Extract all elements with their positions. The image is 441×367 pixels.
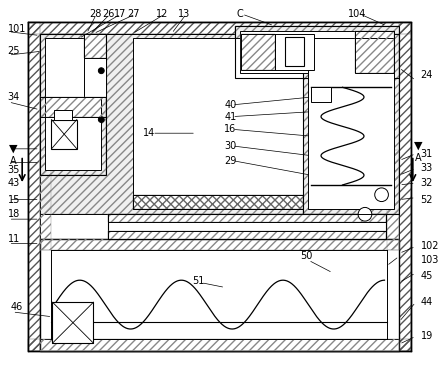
Bar — [45, 39, 101, 170]
Bar — [40, 97, 106, 117]
Text: 26: 26 — [102, 9, 114, 19]
Text: 45: 45 — [421, 271, 433, 281]
Circle shape — [98, 117, 104, 123]
Text: 28: 28 — [89, 9, 101, 19]
Text: 19: 19 — [421, 331, 433, 341]
Text: 27: 27 — [127, 9, 140, 19]
Text: 18: 18 — [7, 209, 20, 219]
Text: 25: 25 — [7, 46, 20, 56]
Text: A: A — [10, 156, 17, 166]
Bar — [235, 26, 399, 77]
Text: 40: 40 — [224, 100, 236, 110]
Text: 17: 17 — [114, 9, 126, 19]
Bar — [40, 34, 399, 214]
Bar — [133, 195, 303, 210]
Text: 32: 32 — [421, 178, 433, 188]
Text: 51: 51 — [192, 276, 204, 286]
Text: 15: 15 — [7, 195, 20, 205]
Bar — [355, 31, 394, 73]
Text: 31: 31 — [421, 149, 433, 159]
Text: ▼: ▼ — [415, 141, 423, 151]
Text: 24: 24 — [421, 70, 433, 80]
Text: 50: 50 — [300, 251, 313, 261]
Text: 13: 13 — [178, 9, 191, 19]
Bar — [399, 22, 411, 351]
Text: 46: 46 — [11, 302, 22, 312]
Bar — [108, 214, 386, 239]
Bar — [40, 339, 399, 351]
Text: 30: 30 — [224, 141, 236, 151]
Text: ▼: ▼ — [9, 144, 18, 154]
Bar — [133, 39, 303, 210]
Bar — [355, 31, 394, 73]
Text: 29: 29 — [224, 156, 236, 166]
Text: 35: 35 — [7, 165, 20, 175]
Bar — [108, 231, 386, 239]
Bar — [303, 34, 399, 214]
Bar — [84, 34, 106, 58]
Bar — [285, 37, 304, 66]
Bar — [241, 34, 275, 70]
Text: C: C — [236, 9, 243, 19]
Text: 102: 102 — [421, 241, 439, 251]
Bar — [133, 195, 303, 210]
Bar — [52, 302, 93, 343]
Text: 104: 104 — [348, 9, 366, 19]
Bar — [275, 34, 314, 70]
Bar — [28, 22, 411, 351]
Bar — [52, 120, 77, 149]
Text: 44: 44 — [421, 297, 433, 307]
Bar — [40, 97, 106, 117]
Bar — [54, 110, 72, 120]
Bar — [108, 231, 386, 239]
Text: 43: 43 — [7, 178, 20, 188]
Circle shape — [375, 188, 389, 201]
Bar — [84, 34, 106, 58]
Bar — [28, 22, 411, 34]
Bar — [40, 239, 399, 351]
Bar — [40, 150, 52, 250]
Text: 14: 14 — [143, 128, 155, 138]
Bar — [40, 34, 106, 175]
Bar — [311, 87, 331, 102]
Bar — [388, 150, 399, 250]
Bar — [40, 34, 399, 214]
Bar — [241, 34, 275, 70]
Text: 52: 52 — [421, 195, 433, 205]
Text: 34: 34 — [7, 92, 20, 102]
Bar — [40, 239, 399, 250]
Text: 12: 12 — [156, 9, 168, 19]
Bar — [40, 34, 106, 175]
Text: A: A — [415, 153, 422, 163]
Bar — [28, 339, 411, 351]
Bar — [235, 26, 399, 77]
Circle shape — [358, 207, 372, 221]
Bar — [308, 39, 394, 210]
Text: 41: 41 — [224, 112, 236, 121]
Bar — [108, 214, 386, 222]
Text: 11: 11 — [7, 234, 20, 244]
Text: 101: 101 — [7, 24, 26, 34]
Bar — [240, 31, 394, 73]
Text: 103: 103 — [421, 255, 439, 265]
Bar — [108, 214, 386, 222]
Circle shape — [98, 68, 104, 74]
Bar — [28, 22, 40, 351]
Bar — [84, 34, 106, 97]
Bar — [303, 34, 399, 214]
Text: 33: 33 — [421, 163, 433, 173]
Text: 16: 16 — [224, 124, 236, 134]
